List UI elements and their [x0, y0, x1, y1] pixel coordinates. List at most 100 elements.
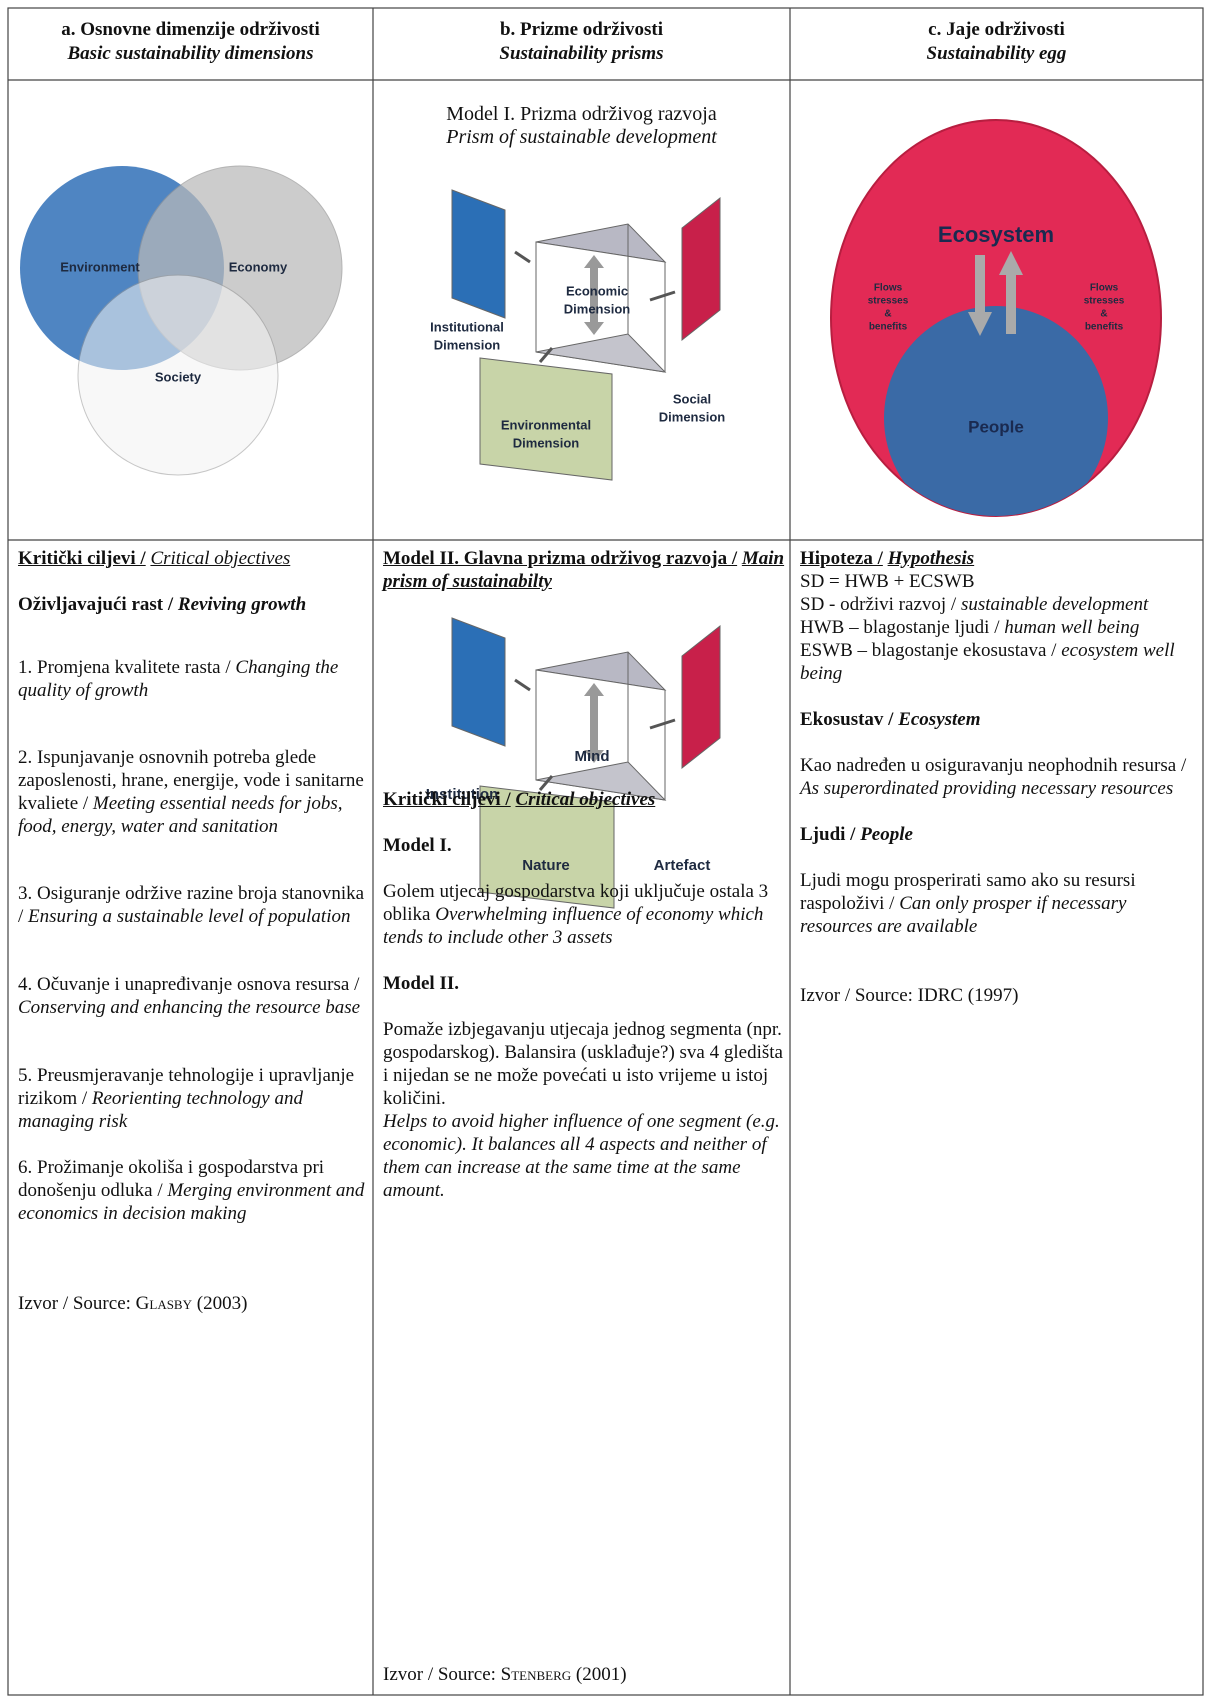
subheading: Ekosustav / Ecosystem	[800, 708, 1198, 731]
source: Izvor / Source: IDRC (1997)	[800, 985, 1019, 1006]
text: Kao nadređen u osiguravanju neophodnih r…	[800, 755, 1187, 776]
text: Hipoteza /	[800, 548, 883, 569]
text: Conserving and enhancing the resource ba…	[18, 997, 361, 1018]
label: Dimension	[513, 435, 580, 450]
egg: Ecosystem People Flows stresses & benefi…	[830, 119, 1162, 517]
label: Ecosystem	[938, 222, 1054, 247]
text: Critical objectives	[150, 548, 291, 569]
item: 4. Očuvanje i unapređivanje osnova resur…	[18, 973, 370, 1019]
prism-title: Model I. Prizma održivog razvoja Prism of…	[373, 103, 790, 149]
venn: Environment Economy Society	[20, 165, 343, 476]
label: Economic	[566, 283, 628, 298]
text: HWB – blagostanje ljudi /	[800, 617, 1000, 638]
item: 1. Promjena kvalitete rasta / Changing t…	[18, 656, 370, 702]
text: human well being	[1004, 617, 1140, 638]
paragraph: Pomaže izbjegavanju utjecaja jednog segm…	[383, 1018, 787, 1202]
text: Ljudi /	[800, 824, 856, 845]
label: Dimension	[564, 301, 631, 316]
label: People	[968, 417, 1024, 436]
subheading: Ljudi / People	[800, 823, 1198, 846]
label: Institutional	[430, 319, 504, 334]
text: Helps to avoid higher influence of one s…	[383, 1111, 780, 1201]
text: ecosystem well being	[800, 640, 1175, 684]
header-hr: a. Osnovne dimenzije održivosti	[61, 19, 320, 40]
text: (2003)	[196, 1293, 248, 1314]
label: benefits	[869, 322, 908, 333]
header-cell: a. Osnovne dimenzije održivosti Basic sus…	[8, 18, 373, 66]
text: Model II. Glavna prizma održivog razvoja…	[383, 548, 738, 569]
text: People	[860, 824, 913, 845]
text: Critical objectives	[515, 789, 656, 810]
header-hr: c. Jaje održivosti	[928, 19, 1065, 40]
circle	[77, 274, 279, 476]
header-cell: b. Prizme održivosti Sustainability prism…	[373, 18, 790, 66]
text: 6. Prožimanje okoliša i gospodarstva pri…	[18, 1157, 325, 1201]
prism-1: Economic Dimension Institutional Dimensi…	[430, 189, 726, 481]
text: Izvor / Source:	[383, 1664, 496, 1685]
label: Mind	[575, 748, 610, 765]
text: 3. Osiguranje održive razine broja stano…	[18, 883, 365, 927]
heading: Kritički ciljevi / Critical objectives	[18, 547, 370, 570]
header-cell: c. Jaje održivosti Sustainability egg	[790, 18, 1203, 66]
label: stresses	[1084, 296, 1125, 307]
heading: Kritički ciljevi / Critical objectives	[383, 788, 787, 811]
label: Flows	[874, 283, 903, 294]
source: Izvor / Source: Glasby (2003)	[18, 1292, 370, 1315]
header-en: Basic sustainability dimensions	[67, 43, 314, 64]
subheading: Oživljavajući rast / Reviving growth	[18, 593, 370, 616]
label: Flows	[1090, 283, 1119, 294]
subheading: Model II.	[383, 973, 459, 994]
text: Main prism of sustainabilty	[383, 548, 785, 592]
text: SD - održivi razvoj /	[800, 594, 957, 615]
text: Ljudi mogu prosperirati samo ako su resu…	[800, 870, 1136, 914]
label: Dimension	[659, 409, 726, 424]
paragraph: Kao nadređen u osiguravanju neophodnih r…	[800, 754, 1198, 800]
text: Ecosystem	[898, 709, 981, 730]
text: Kritički ciljevi /	[18, 548, 146, 569]
text: Oživljavajući rast /	[18, 594, 174, 615]
item: 6. Prožimanje okoliša i gospodarstva pri…	[18, 1156, 370, 1225]
prism-2: Mind Institution Artefact Nature	[426, 617, 721, 909]
text: Changing the quality of growth	[18, 657, 339, 701]
text: Stenberg	[500, 1664, 572, 1685]
text: Reviving growth	[177, 594, 307, 615]
paragraph: Golem utjecaj gospodarstva koji uključuj…	[383, 880, 787, 949]
label: Dimension	[434, 337, 501, 352]
text: Merging environment and economics in dec…	[18, 1180, 365, 1224]
label: &	[1100, 309, 1107, 320]
text: Glasby	[135, 1293, 192, 1314]
text: 1. Promjena kvalitete rasta /	[18, 657, 231, 678]
definition: ESWB – blagostanje ekosustava / ecosyste…	[800, 639, 1198, 685]
label: Environmental	[501, 417, 591, 432]
text: Can only prosper if necessary resources …	[800, 893, 1127, 937]
label: Nature	[522, 857, 570, 874]
definition: HWB – blagostanje ljudi / human well bei…	[800, 616, 1198, 639]
header-en: Sustainability egg	[926, 43, 1067, 64]
text: Overwhelming influence of economy which …	[383, 904, 764, 948]
text: Golem utjecaj gospodarstva koji uključuj…	[383, 881, 769, 925]
text: 5. Preusmjeravanje tehnologije i upravlj…	[18, 1065, 355, 1109]
text: Izvor / Source:	[18, 1293, 131, 1314]
table-lines	[7, 7, 1204, 1696]
label: Society	[155, 369, 202, 384]
label: Artefact	[654, 857, 711, 874]
header-hr: b. Prizme održivosti	[499, 19, 664, 40]
label: stresses	[868, 296, 909, 307]
label: benefits	[1085, 322, 1124, 333]
item: 3. Osiguranje održive razine broja stano…	[18, 882, 370, 928]
text: Model I. Prizma održivog razvoja	[446, 103, 717, 125]
label: Social	[673, 391, 711, 406]
text: sustainable development	[960, 594, 1149, 615]
label: Institution	[426, 786, 498, 803]
subheading: Model I.	[383, 835, 452, 856]
text: Meeting essential needs for jobs, food, …	[18, 793, 343, 837]
text: Ensuring a sustainable level of populati…	[28, 906, 351, 927]
item: 2. Ispunjavanje osnovnih potreba glede z…	[18, 746, 370, 838]
column-text: Hipoteza / Hypothesis SD = HWB + ECSWB S…	[800, 547, 1198, 1007]
text: Kritički ciljevi /	[383, 789, 511, 810]
text: ESWB – blagostanje ekosustava /	[800, 640, 1057, 661]
header-en: Sustainability prisms	[499, 43, 664, 64]
label: Environment	[60, 259, 140, 274]
